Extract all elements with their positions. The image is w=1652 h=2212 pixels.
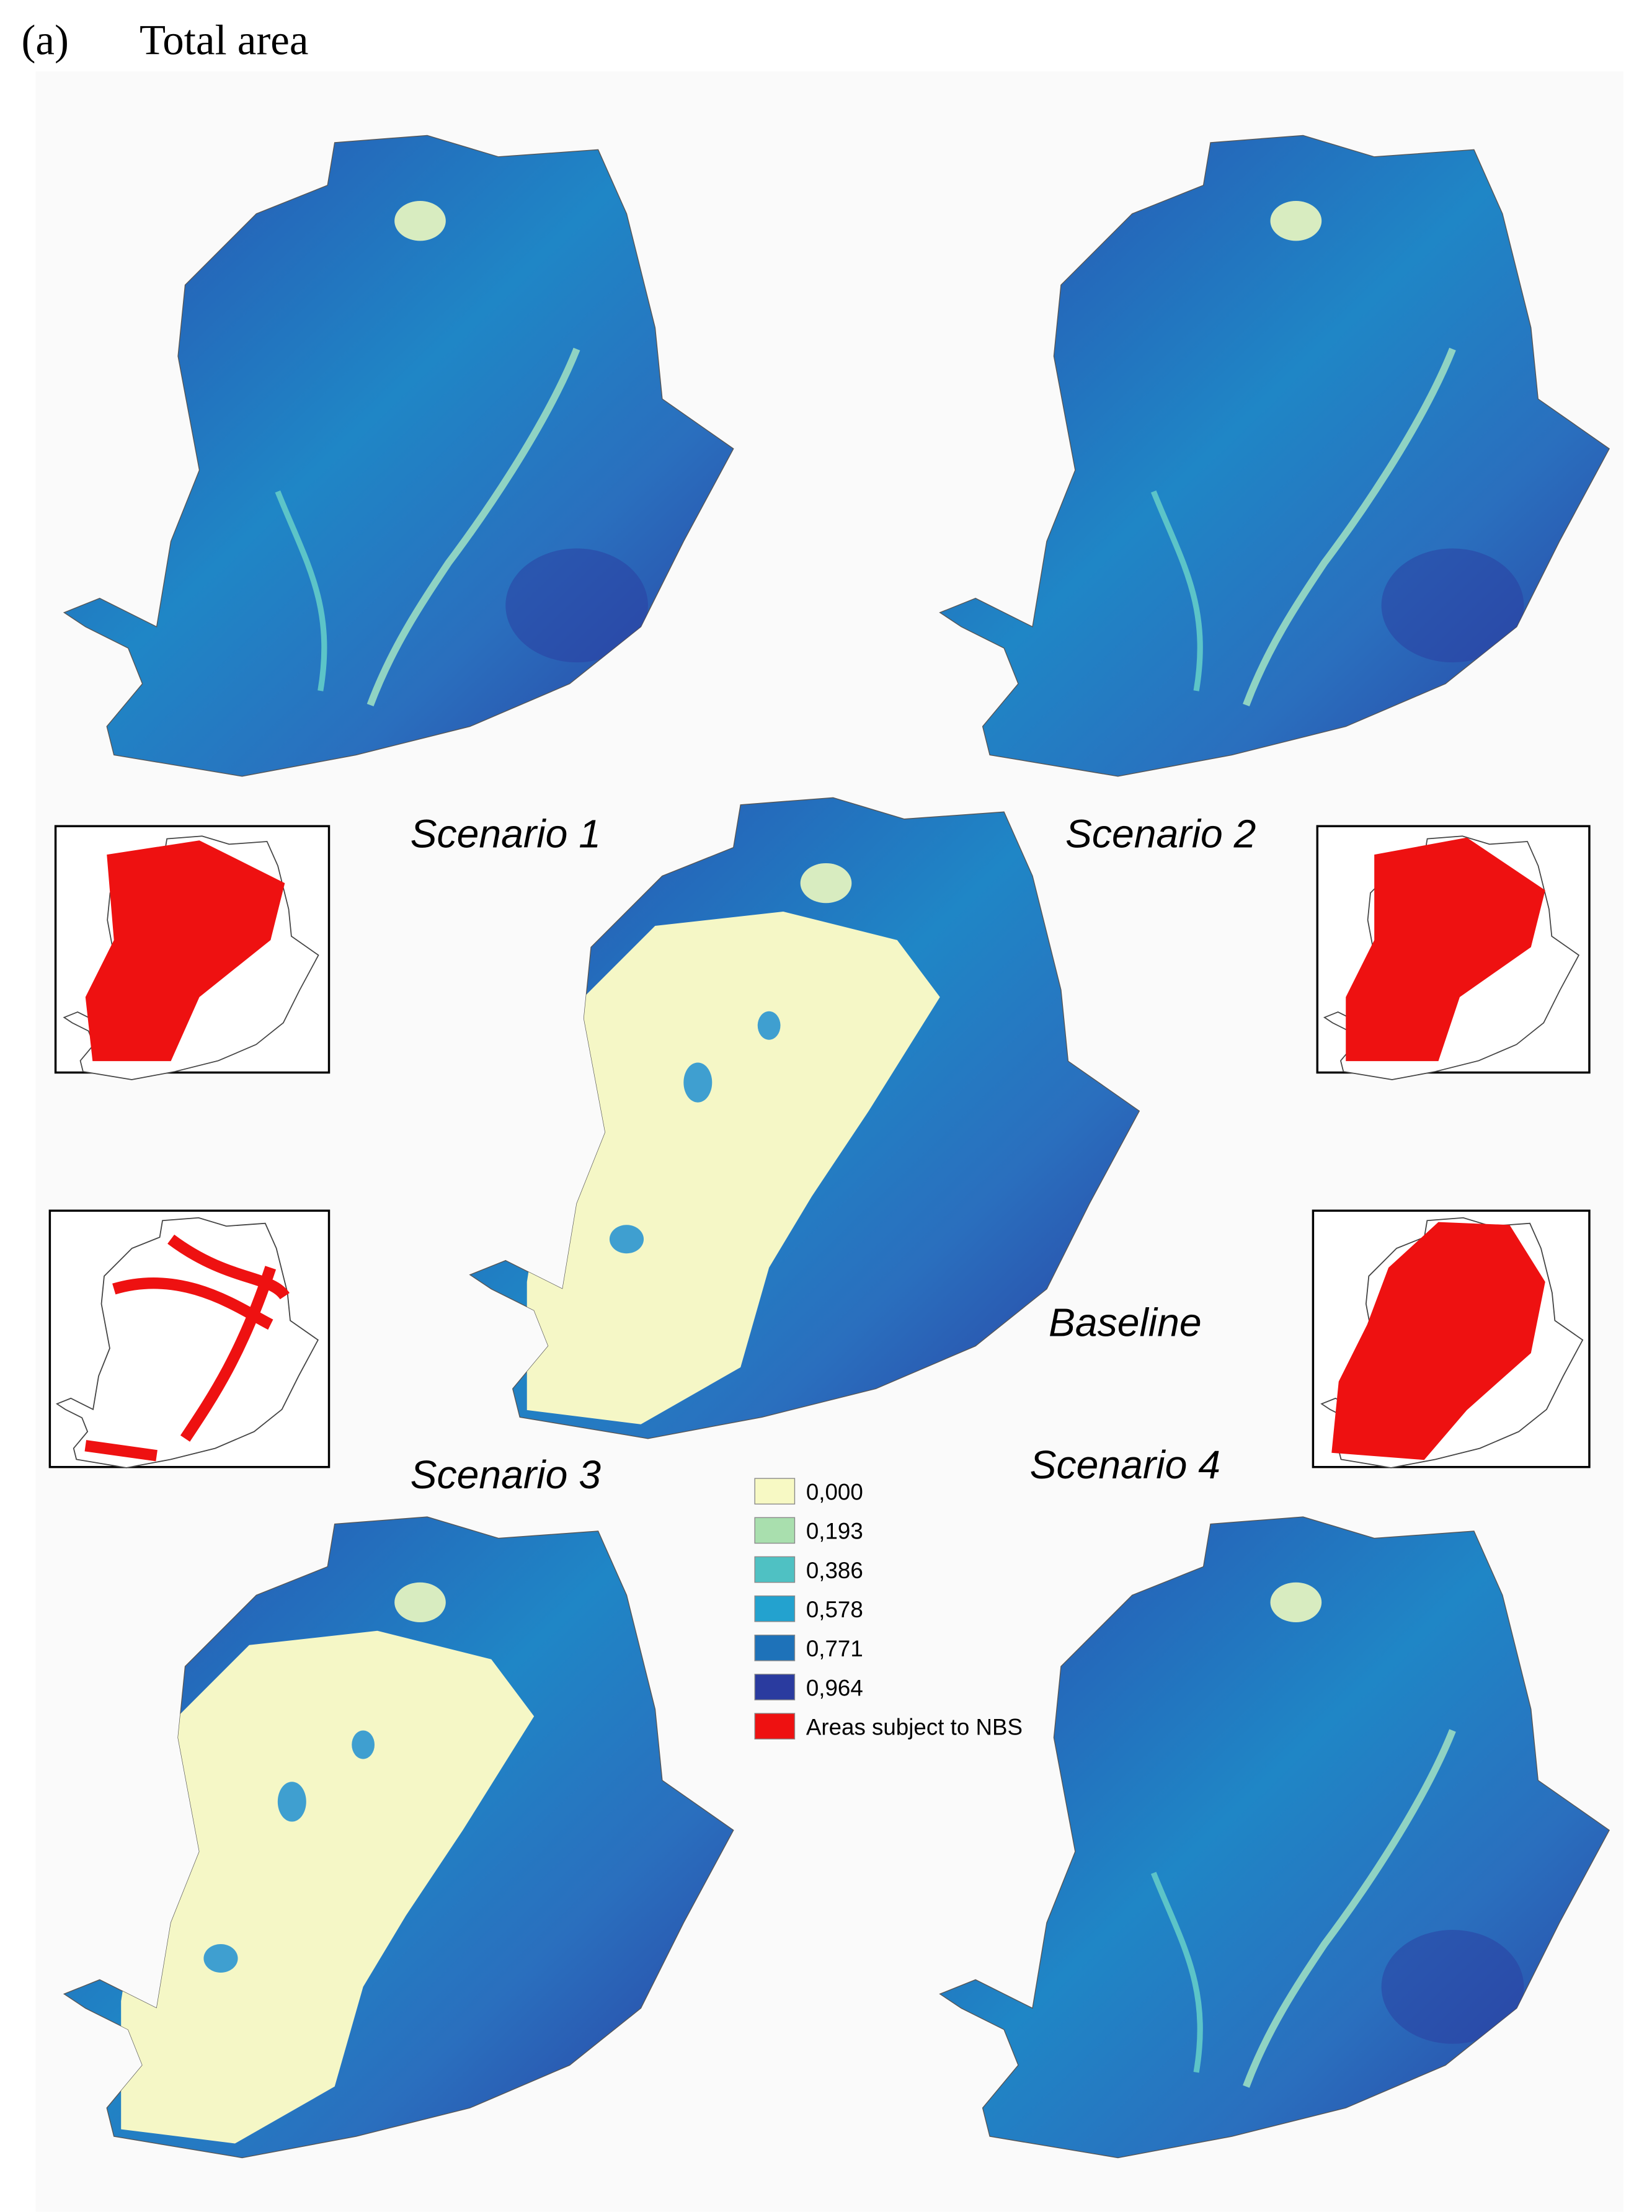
map-label: Baseline — [1049, 1300, 1202, 1344]
legend-swatch — [754, 1556, 796, 1583]
legend-swatch — [754, 1674, 796, 1700]
inset-scenario-1 — [54, 825, 331, 1080]
figure-title: Total area — [140, 16, 308, 63]
inset-scenario-3 — [48, 1209, 331, 1468]
legend-swatch — [754, 1634, 796, 1661]
map-label: Scenario 1 — [411, 812, 601, 856]
legend-label: 0,000 — [806, 1479, 863, 1504]
legend-label: 0,193 — [806, 1519, 863, 1544]
inset-scenario-2 — [1316, 825, 1591, 1080]
legend-label: 0,386 — [806, 1558, 863, 1583]
legend-label: 0,964 — [806, 1675, 863, 1700]
legend: 0,000 0,193 0,386 0,578 0,771 0,964 Areas subj… — [754, 1478, 1023, 1740]
map-label: Scenario 2 — [1065, 812, 1256, 856]
map-label: Scenario 4 — [1030, 1442, 1220, 1487]
map-label: Scenario 3 — [411, 1452, 602, 1497]
legend-label: 0,578 — [806, 1597, 863, 1622]
legend-swatch — [754, 1478, 796, 1505]
panel-label: (a) — [21, 16, 68, 63]
legend-swatch — [754, 1595, 796, 1622]
legend-swatch — [754, 1517, 796, 1544]
legend-label: Areas subject to NBS — [806, 1714, 1023, 1739]
inset-scenario-4 — [1312, 1209, 1591, 1468]
legend-label: 0,771 — [806, 1636, 863, 1661]
legend-swatch — [754, 1713, 796, 1740]
